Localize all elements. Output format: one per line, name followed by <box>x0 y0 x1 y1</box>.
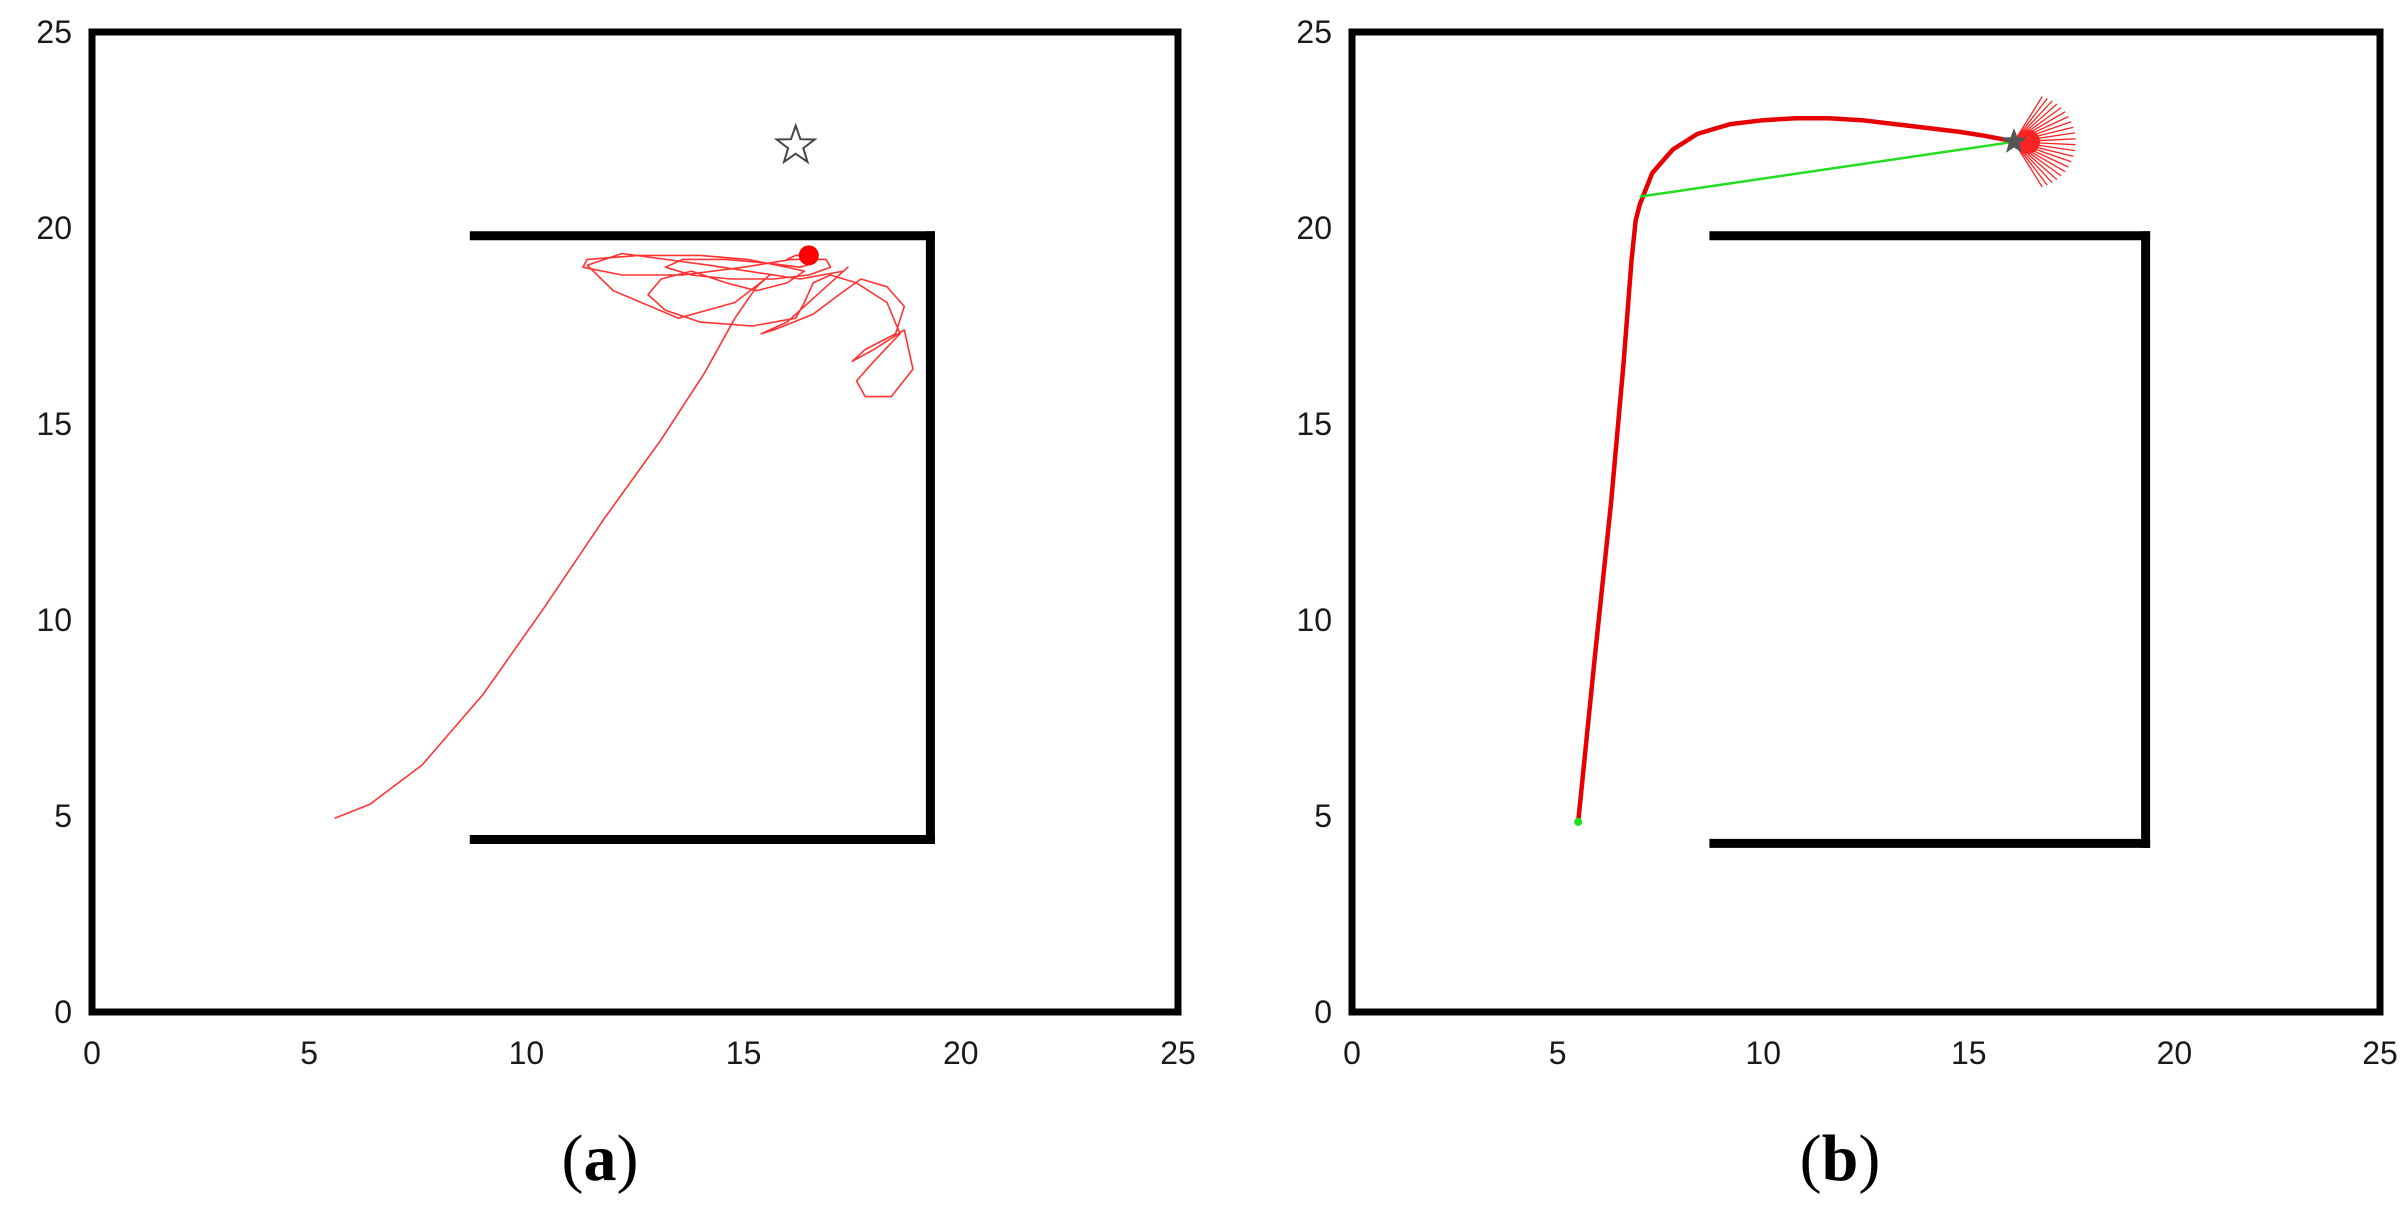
caption-open-paren: ( <box>1800 1122 1822 1195</box>
markers-group <box>773 122 819 266</box>
x-tick-label: 20 <box>2157 1035 2193 1071</box>
panel-caption: (b) <box>1800 1122 1881 1195</box>
panel-caption: (a) <box>562 1122 639 1195</box>
caption-open-paren: ( <box>562 1122 584 1195</box>
trajectory-path <box>334 252 914 819</box>
x-tick-label: 0 <box>1343 1035 1361 1071</box>
paths-group <box>334 252 914 819</box>
paths-group <box>1575 96 2076 825</box>
panel-b: 0 5 10 15 20 25 0 5 10 15 20 25 (b) <box>1296 14 2397 1195</box>
caption-close-paren: ) <box>1858 1122 1880 1195</box>
x-tick-label: 5 <box>300 1035 318 1071</box>
end-marker <box>798 245 819 266</box>
shortcut-line <box>1639 140 2015 198</box>
x-tick-label: 0 <box>83 1035 101 1071</box>
y-tick-label: 0 <box>1314 994 1332 1030</box>
goal-star-marker <box>773 122 818 165</box>
x-tick-label: 20 <box>943 1035 979 1071</box>
x-tick-label: 5 <box>1549 1035 1567 1071</box>
caption-close-paren: ) <box>617 1122 639 1195</box>
x-tick-label: 25 <box>1160 1035 1196 1071</box>
goal-star-marker <box>2000 128 2028 153</box>
panel-a: 0 5 10 15 20 25 0 5 10 15 20 25 (a) <box>36 14 1195 1195</box>
y-tick-label: 20 <box>1296 210 1332 246</box>
y-tick-label: 20 <box>36 210 72 246</box>
x-tick-labels: 0 5 10 15 20 25 <box>83 1035 1196 1071</box>
walls-group <box>469 231 935 844</box>
trajectory-path <box>1575 115 2017 825</box>
x-tick-label: 15 <box>726 1035 762 1071</box>
ray-cluster-core <box>2016 129 2040 154</box>
y-tick-labels: 0 5 10 15 20 25 <box>36 14 72 1030</box>
y-tick-label: 15 <box>1296 406 1332 442</box>
caption-letter: b <box>1822 1122 1859 1195</box>
y-tick-label: 10 <box>1296 602 1332 638</box>
y-tick-labels: 0 5 10 15 20 25 <box>1296 14 1332 1030</box>
plot-frame <box>88 28 1182 1016</box>
x-tick-labels: 0 5 10 15 20 25 <box>1343 1035 2398 1071</box>
y-tick-label: 0 <box>54 994 72 1030</box>
y-tick-label: 5 <box>54 798 72 834</box>
y-tick-label: 25 <box>1296 14 1332 50</box>
walls-group <box>1709 231 2151 848</box>
start-marker <box>1574 817 1583 826</box>
x-tick-label: 10 <box>1745 1035 1781 1071</box>
markers-group <box>1574 128 2028 826</box>
y-tick-label: 15 <box>36 406 72 442</box>
x-tick-label: 15 <box>1951 1035 1987 1071</box>
y-tick-label: 25 <box>36 14 72 50</box>
plot-frame <box>1348 28 2384 1016</box>
x-tick-label: 10 <box>509 1035 545 1071</box>
y-tick-label: 5 <box>1314 798 1332 834</box>
y-tick-label: 10 <box>36 602 72 638</box>
caption-letter: a <box>584 1122 617 1195</box>
x-tick-label: 25 <box>2362 1035 2398 1071</box>
